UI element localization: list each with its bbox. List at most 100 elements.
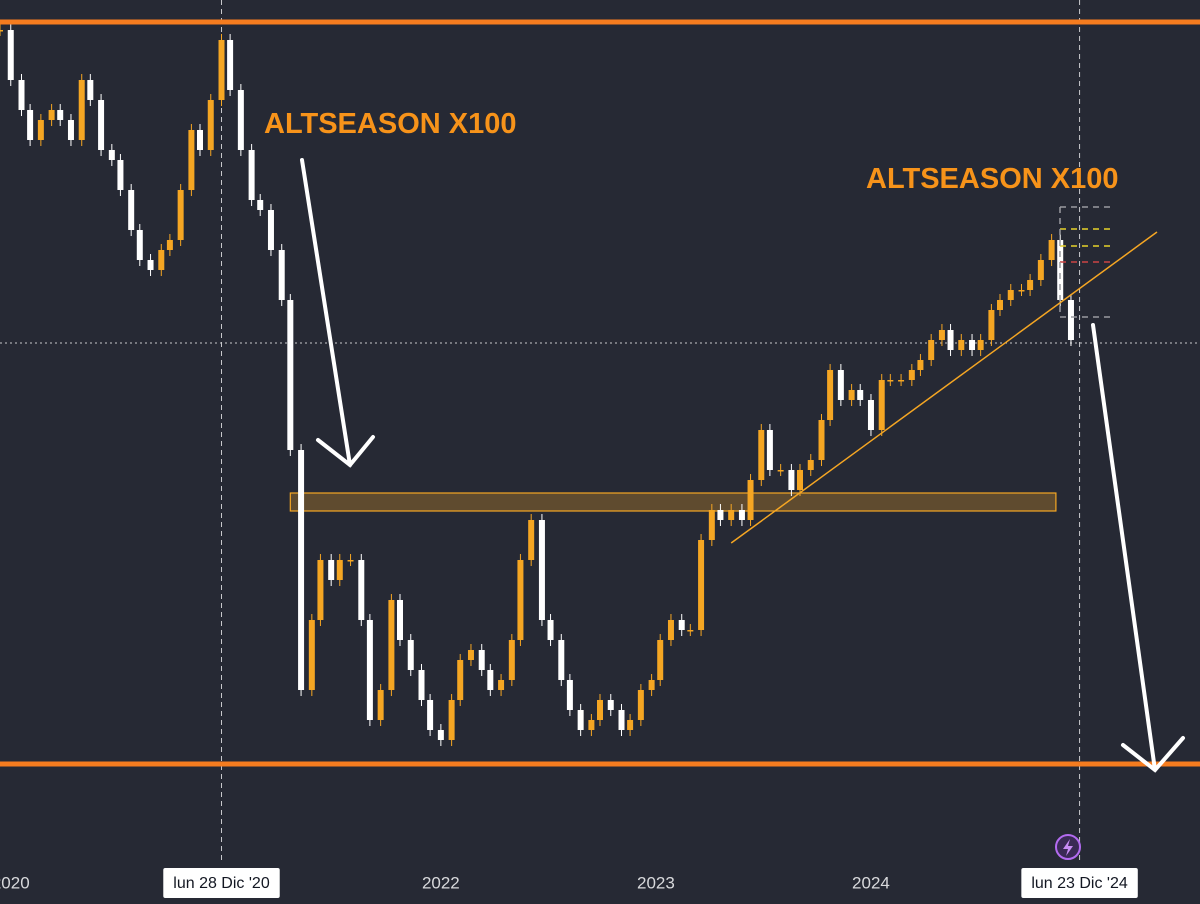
drawings: [300, 158, 1185, 860]
candle: [1007, 290, 1014, 300]
candle: [328, 560, 335, 580]
candle: [538, 520, 545, 620]
candle: [577, 710, 584, 730]
candle: [136, 230, 143, 260]
x-tick-label: 2022: [422, 873, 460, 892]
candle: [358, 560, 365, 620]
candle: [857, 390, 864, 400]
annotation: ALTSEASON X100: [866, 163, 1118, 195]
candle: [287, 300, 294, 450]
candle: [108, 150, 115, 160]
candle: [997, 300, 1003, 310]
candle: [347, 560, 354, 562]
candle: [958, 340, 965, 350]
candle: [377, 690, 384, 720]
candle: [827, 370, 834, 420]
candle: [618, 710, 625, 730]
candle: [67, 120, 74, 140]
support-zone: [289, 492, 1057, 512]
x-tick-label: 2024: [852, 873, 890, 892]
trendline: [730, 231, 1158, 544]
candle: [807, 460, 814, 470]
candle: [487, 670, 494, 690]
candle: [797, 470, 803, 490]
candle: [898, 380, 905, 382]
position-tool: [1059, 206, 1112, 318]
candle: [947, 330, 954, 350]
candle: [267, 210, 274, 250]
candle: [687, 630, 694, 632]
candle: [508, 640, 515, 680]
crosshair-label: lun 28 Dic '20: [173, 875, 270, 892]
candle: [87, 80, 94, 100]
candle: [128, 190, 135, 230]
candle: [657, 640, 664, 680]
candle: [177, 190, 184, 240]
candle: [237, 90, 244, 150]
candle: [478, 650, 485, 670]
candle: [158, 250, 165, 270]
x-tick-label: 2023: [637, 873, 675, 892]
candle: [717, 510, 724, 520]
candle: [227, 40, 234, 90]
crosshair-label: lun 23 Dic '24: [1031, 875, 1128, 892]
candle: [938, 330, 945, 340]
candle: [437, 730, 444, 740]
candle: [298, 450, 305, 690]
candle: [1037, 260, 1044, 280]
candle: [48, 110, 55, 120]
candle: [117, 160, 124, 190]
candle: [27, 110, 34, 140]
candle: [207, 100, 214, 150]
candle: [977, 340, 984, 350]
candle: [1057, 240, 1064, 300]
candle: [637, 690, 644, 720]
candle: [837, 370, 844, 400]
candle: [867, 400, 874, 430]
candle: [738, 510, 745, 520]
candle: [777, 470, 784, 472]
candle: [788, 470, 795, 490]
candle: [558, 640, 565, 680]
chart-layers: [0, 0, 1200, 862]
candle: [969, 340, 976, 350]
candle: [308, 620, 315, 690]
candle: [728, 510, 735, 520]
candle: [928, 340, 935, 360]
candle: [197, 130, 203, 150]
candle: [878, 380, 885, 430]
candle: [427, 700, 434, 730]
candle: [597, 700, 603, 720]
candle: [397, 600, 403, 640]
candle: [1018, 290, 1025, 292]
candle: [1027, 280, 1034, 290]
crosshair-label-bg: [163, 868, 280, 898]
candle: [7, 30, 14, 80]
candle: [448, 700, 455, 740]
candle: [366, 620, 373, 720]
candle: [336, 560, 343, 580]
candle: [37, 120, 44, 140]
candle: [648, 680, 655, 690]
candle: [166, 240, 173, 250]
candle: [0, 30, 3, 32]
candle: [57, 110, 64, 120]
candle: [566, 680, 573, 710]
event-icon-bolt: [1063, 839, 1073, 856]
candle: [1048, 240, 1055, 260]
candle: [887, 380, 894, 382]
candle: [607, 700, 614, 710]
arrow: [300, 158, 375, 468]
arrow: [1091, 323, 1185, 773]
crosshair-label-bg: [1021, 868, 1138, 898]
candle: [467, 650, 474, 660]
candle: [528, 520, 535, 560]
candle: [407, 640, 414, 670]
candle: [627, 720, 634, 730]
candle: [498, 680, 505, 690]
candle: [18, 80, 25, 110]
candle: [708, 510, 715, 540]
annotation: ALTSEASON X100: [264, 108, 516, 140]
